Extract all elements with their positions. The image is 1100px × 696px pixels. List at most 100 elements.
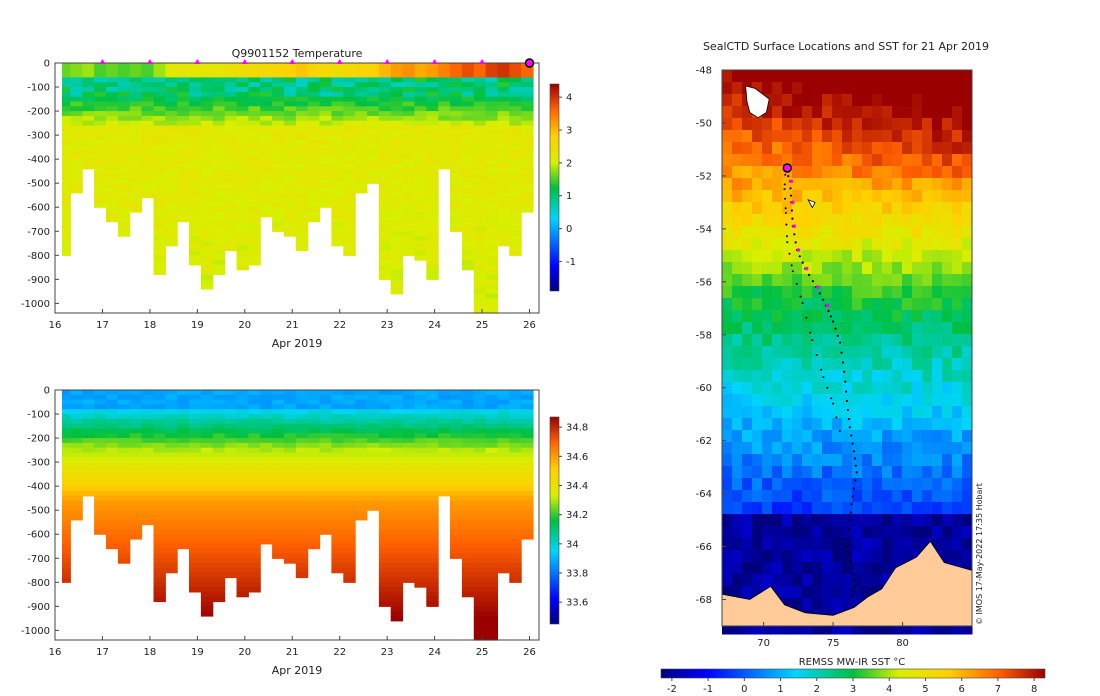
track-point bbox=[854, 585, 857, 588]
section-cell bbox=[450, 216, 463, 223]
y-tick-label: -700 bbox=[27, 227, 50, 238]
section-cell bbox=[62, 524, 71, 530]
colorbar-tick-label: 6 bbox=[958, 684, 964, 695]
section-cell bbox=[200, 433, 214, 439]
section-cell bbox=[461, 255, 475, 261]
sst-cell bbox=[922, 334, 933, 347]
sst-cell bbox=[842, 106, 853, 119]
sst-cell bbox=[882, 334, 893, 347]
section-cell bbox=[117, 106, 131, 112]
section-cell bbox=[509, 553, 522, 559]
section-cell bbox=[117, 399, 131, 405]
section-cell bbox=[236, 111, 249, 117]
section-cell bbox=[485, 539, 498, 545]
section-cell bbox=[367, 125, 380, 131]
section-cell bbox=[438, 481, 451, 487]
sst-cell bbox=[722, 274, 733, 287]
sst-cell bbox=[882, 118, 893, 131]
y-tick-label: -68 bbox=[696, 595, 712, 606]
section-cell bbox=[331, 399, 344, 405]
section-cell bbox=[224, 101, 237, 107]
section-cell bbox=[295, 399, 309, 405]
section-cell bbox=[521, 409, 534, 415]
sst-cell bbox=[732, 550, 743, 563]
section-cell bbox=[129, 188, 143, 194]
section-cell bbox=[367, 135, 380, 141]
section-cell bbox=[390, 216, 404, 223]
sst-cell bbox=[962, 310, 973, 323]
section-cell bbox=[165, 202, 178, 208]
section-cell bbox=[295, 82, 309, 88]
sst-cell bbox=[902, 70, 913, 83]
y-tick-label: -700 bbox=[27, 554, 50, 565]
section-cell bbox=[414, 563, 427, 569]
sst-cell bbox=[842, 190, 853, 203]
track-point bbox=[851, 442, 854, 445]
sst-cell bbox=[812, 142, 823, 155]
section-cell bbox=[295, 452, 309, 458]
section-cell bbox=[224, 495, 237, 502]
x-tick-label: 21 bbox=[286, 320, 299, 331]
section-cell bbox=[94, 428, 107, 434]
section-cell bbox=[402, 438, 415, 444]
section-cell bbox=[153, 135, 166, 141]
section-cell bbox=[390, 240, 404, 247]
section-cell bbox=[260, 399, 273, 405]
sst-cell bbox=[752, 118, 763, 131]
section-cell bbox=[224, 414, 237, 420]
section-cell bbox=[450, 524, 463, 530]
section-cell bbox=[106, 491, 119, 497]
section-cell bbox=[378, 226, 392, 232]
section-cell bbox=[248, 197, 261, 203]
section-cell bbox=[284, 524, 297, 530]
track-point bbox=[818, 292, 821, 295]
sst-cell bbox=[962, 382, 973, 395]
sst-cell bbox=[812, 298, 823, 311]
section-cell bbox=[331, 197, 344, 203]
section-cell bbox=[307, 82, 321, 88]
track-point bbox=[851, 566, 854, 569]
section-cell bbox=[319, 77, 332, 83]
sst-cell bbox=[812, 418, 823, 431]
section-cell bbox=[473, 563, 487, 569]
section-cell bbox=[473, 289, 487, 295]
sst-cell bbox=[852, 226, 863, 239]
section-cell bbox=[378, 173, 392, 179]
section-cell bbox=[284, 404, 297, 410]
section-cell bbox=[94, 159, 107, 165]
section-cell bbox=[295, 91, 309, 98]
section-cell bbox=[461, 409, 475, 415]
section-cell bbox=[224, 447, 237, 454]
sst-cell bbox=[812, 94, 823, 107]
track-point bbox=[784, 212, 787, 214]
section-cell bbox=[307, 115, 321, 122]
section-cell bbox=[129, 414, 143, 420]
section-cell bbox=[485, 500, 498, 506]
section-cell bbox=[307, 202, 321, 208]
sst-cell bbox=[732, 538, 743, 551]
sst-cell bbox=[832, 202, 843, 215]
sst-cell bbox=[892, 454, 903, 467]
section-cell bbox=[414, 558, 427, 564]
section-cell bbox=[426, 462, 439, 468]
sst-cell bbox=[922, 298, 933, 311]
section-cell bbox=[509, 250, 522, 256]
section-cell bbox=[165, 433, 178, 439]
section-cell bbox=[260, 390, 273, 396]
section-cell bbox=[70, 135, 83, 141]
section-cell bbox=[367, 505, 380, 511]
sst-cell bbox=[762, 166, 773, 179]
section-cell bbox=[212, 202, 226, 208]
section-cell bbox=[70, 173, 83, 179]
temperature-x-ticks: 16 17 18 19 20 21 22 23 24 25 26 bbox=[49, 309, 536, 331]
sst-cell bbox=[822, 166, 833, 179]
section-cell bbox=[212, 471, 226, 478]
section-cell bbox=[295, 216, 309, 223]
section-cell bbox=[450, 212, 463, 218]
sst-cell bbox=[872, 82, 883, 95]
section-cell bbox=[260, 515, 273, 521]
section-cell bbox=[402, 250, 415, 256]
sst-cell bbox=[922, 106, 933, 119]
sst-cell bbox=[772, 226, 783, 239]
sst-cell bbox=[952, 142, 963, 155]
